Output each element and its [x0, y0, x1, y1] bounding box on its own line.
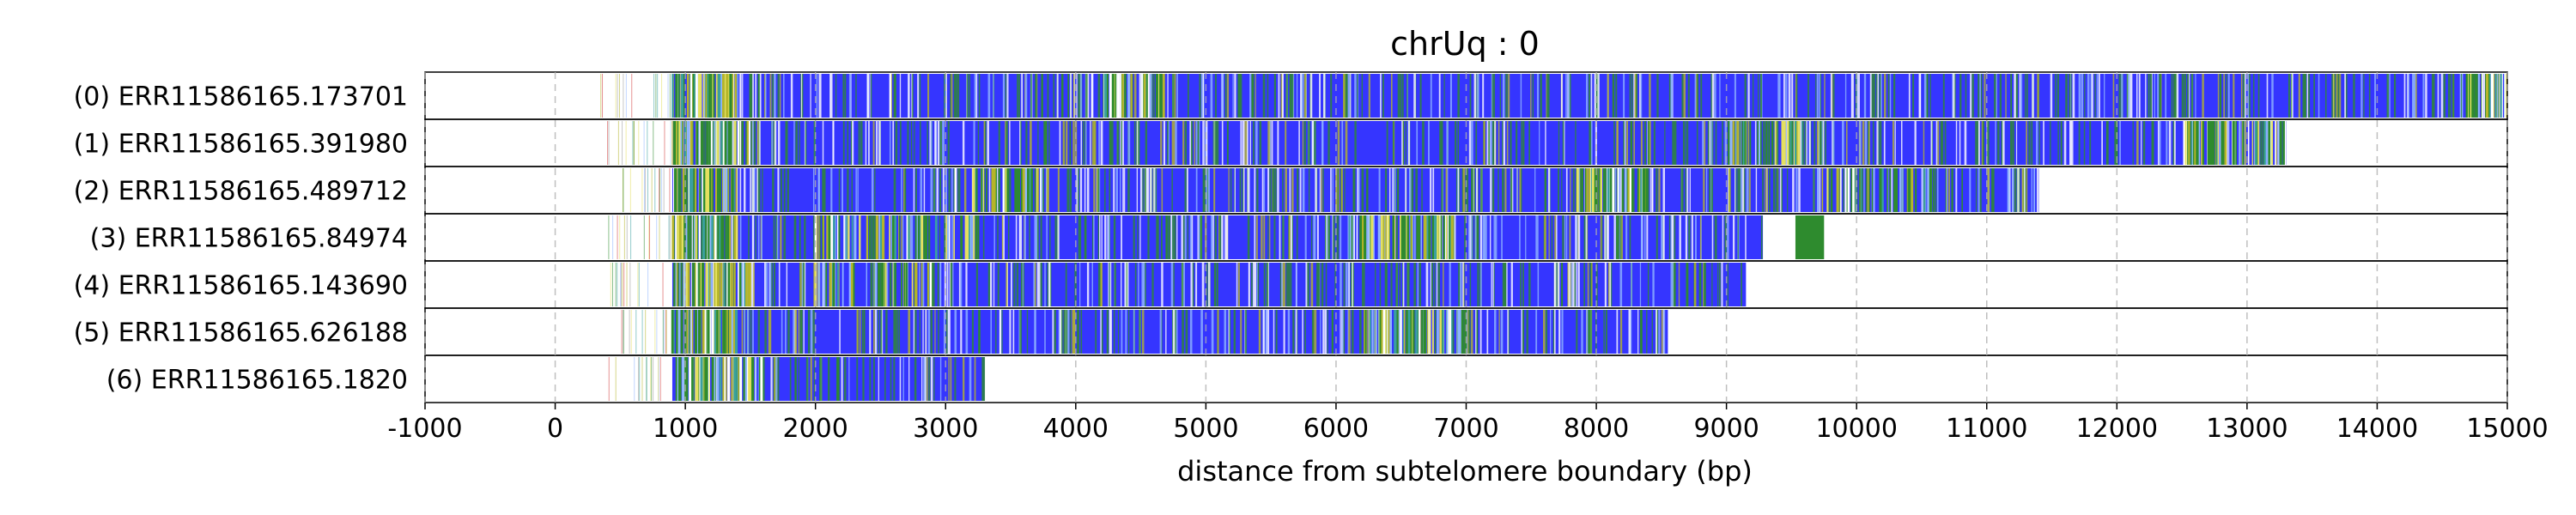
x-tick-label: 13000: [2206, 414, 2287, 444]
x-tick-label: 0: [547, 414, 563, 444]
chart-title: chrUq : 0: [1390, 25, 1540, 63]
read-row: [424, 354, 2508, 403]
x-tick-label: 11000: [1946, 414, 2027, 444]
read-label: (3) ERR11586165.84974: [90, 224, 408, 254]
x-tick-label: 12000: [2076, 414, 2158, 444]
read-label: (0) ERR11586165.173701: [74, 82, 408, 112]
read-bar: [671, 168, 2039, 212]
x-tick-label: 8000: [1564, 414, 1629, 444]
x-tick-label: 2000: [783, 414, 848, 444]
x-tick-label: 7000: [1433, 414, 1498, 444]
x-axis-ticks: -1000 0 1000 2000 3000 4000 5000 6000 7000 8000 90…: [387, 403, 2549, 444]
read-bar: [671, 310, 1668, 354]
x-tick-label: 9000: [1693, 414, 1759, 444]
x-tick-label: -1000: [387, 414, 462, 444]
read-row: [424, 166, 2508, 215]
read-row: [424, 307, 2508, 356]
x-tick-label: 4000: [1043, 414, 1109, 444]
read-label: (6) ERR11586165.1820: [106, 366, 408, 396]
read-row: [424, 260, 2508, 309]
x-tick-label: 5000: [1173, 414, 1238, 444]
x-tick-label: 10000: [1815, 414, 1897, 444]
y-axis-labels: (0) ERR11586165.173701 (1) ERR11586165.39…: [74, 82, 408, 396]
read-row: [424, 118, 2508, 167]
read-label: (5) ERR11586165.626188: [74, 318, 408, 348]
read-label: (1) ERR11586165.391980: [74, 130, 408, 160]
read-row: [424, 71, 2508, 120]
x-tick-label: 14000: [2336, 414, 2418, 444]
x-tick-label: 6000: [1303, 414, 1369, 444]
x-axis-label: distance from subtelomere boundary (bp): [1177, 455, 1753, 488]
read-label: (2) ERR11586165.489712: [74, 177, 408, 207]
x-tick-label: 1000: [653, 414, 718, 444]
read-rows: [424, 71, 2508, 403]
x-tick-label: 3000: [913, 414, 978, 444]
read-row: [424, 213, 2508, 262]
x-tick-label: 15000: [2466, 414, 2548, 444]
motif-block: [1795, 215, 1825, 259]
read-label: (4) ERR11586165.143690: [74, 271, 408, 301]
